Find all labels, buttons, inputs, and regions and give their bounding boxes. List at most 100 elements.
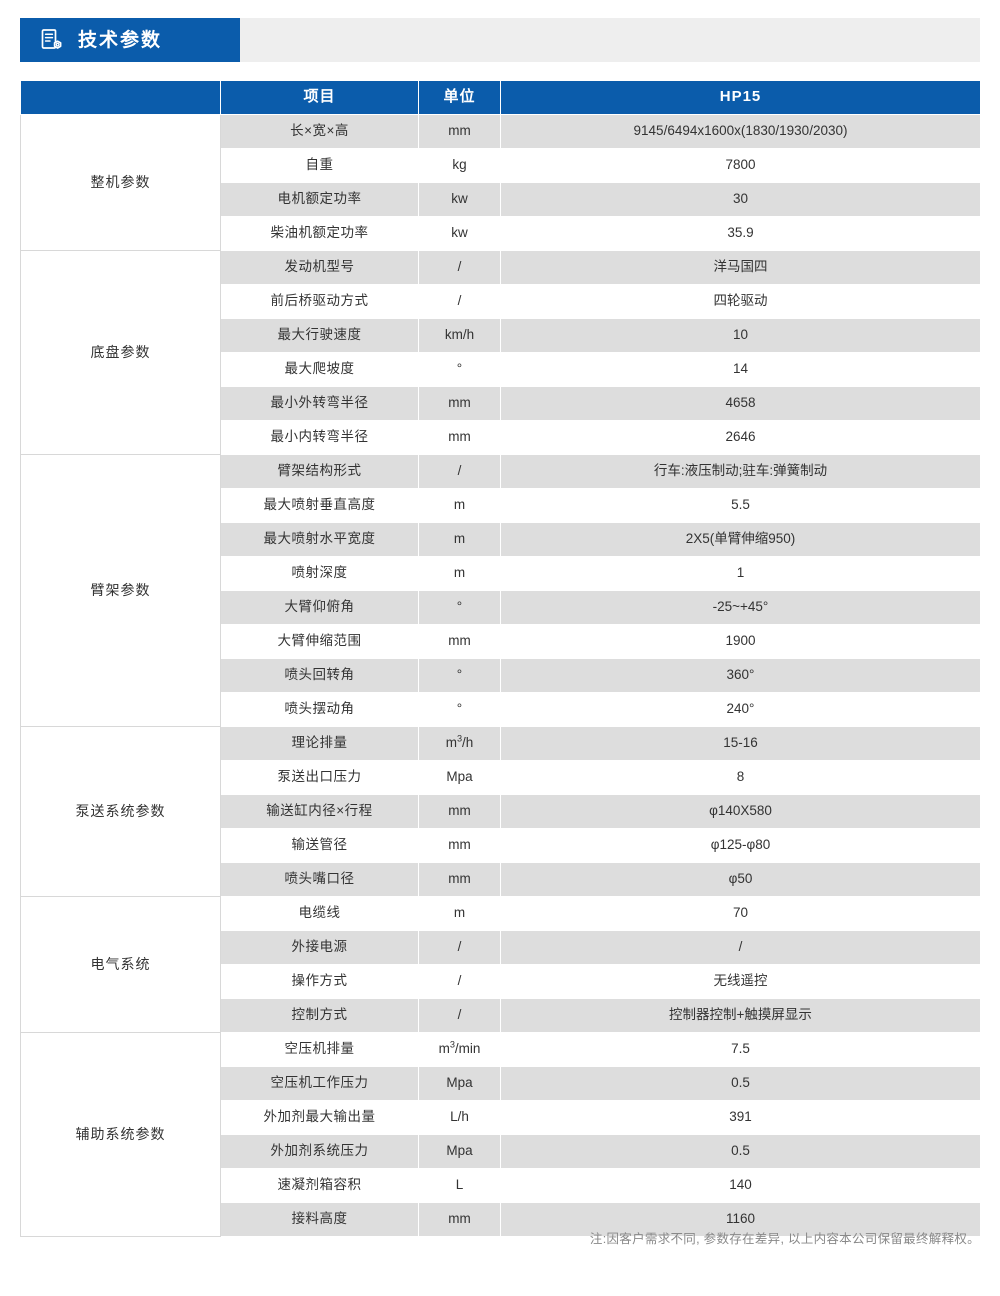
unit-label: Mpa [418, 760, 501, 795]
technical-parameters-table: 项目 单位 HP15 整机参数 长×宽×高 mm 9145/6494x1600x(18… [20, 80, 981, 1237]
table-row: 底盘参数 发动机型号 / 洋马国四 [20, 250, 981, 455]
item-label: 电缆线 [220, 896, 419, 931]
table-row: 大臂伸缩范围 mm 1900 [21, 624, 981, 659]
item-label: 泵送出口压力 [220, 760, 419, 795]
value-cell: 0.5 [500, 1134, 981, 1169]
unit-label: kw [418, 182, 501, 217]
table-row: 最大喷射水平宽度 m 2X5(单臂伸缩950) [21, 522, 981, 557]
title-badge: 技术参数 [20, 18, 240, 62]
group-label: 电气系统 [20, 896, 221, 1033]
value-cell: φ50 [500, 862, 981, 897]
item-label: 最小内转弯半径 [220, 420, 419, 455]
table-row: 电气系统 电缆线 m 70 [20, 896, 981, 1033]
item-label: 外加剂系统压力 [220, 1134, 419, 1169]
unit-label: / [418, 454, 501, 489]
table-row: 喷头回转角 ° 360° [21, 658, 981, 693]
table-row: 柴油机额定功率 kw 35.9 [21, 216, 981, 251]
unit-label: mm [418, 420, 501, 455]
table-row: 电机额定功率 kw 30 [21, 182, 981, 217]
item-label: 长×宽×高 [220, 114, 419, 149]
table-row: 大臂仰俯角 ° -25~+45° [21, 590, 981, 625]
table-row: 最小外转弯半径 mm 4658 [21, 386, 981, 421]
item-label: 最大爬坡度 [220, 352, 419, 387]
value-cell: 391 [500, 1100, 981, 1135]
page-title: 技术参数 [78, 29, 163, 51]
unit-label: / [418, 998, 501, 1033]
item-label: 前后桥驱动方式 [220, 284, 419, 319]
value-cell: 无线遥控 [500, 964, 981, 999]
table-row: 最大喷射垂直高度 m 5.5 [21, 488, 981, 523]
unit-label: ° [418, 352, 501, 387]
table-row: 空压机工作压力 Mpa 0.5 [21, 1066, 981, 1101]
unit-label: L [418, 1168, 501, 1203]
item-label: 最大喷射垂直高度 [220, 488, 419, 523]
unit-label: mm [418, 794, 501, 829]
column-header-model: HP15 [500, 80, 981, 115]
item-label: 最大行驶速度 [220, 318, 419, 353]
group-label: 辅助系统参数 [20, 1032, 221, 1237]
table-row: 外加剂最大输出量 L/h 391 [21, 1100, 981, 1135]
value-cell: -25~+45° [500, 590, 981, 625]
item-label: 操作方式 [220, 964, 419, 999]
value-cell: 14 [500, 352, 981, 387]
unit-label: ° [418, 692, 501, 727]
table-row: 泵送系统参数 理论排量 m3/h 15-16 [20, 726, 981, 897]
unit-label: L/h [418, 1100, 501, 1135]
value-cell: 70 [500, 896, 981, 931]
item-label: 接料高度 [220, 1202, 419, 1237]
item-label: 电机额定功率 [220, 182, 419, 217]
item-label: 臂架结构形式 [220, 454, 419, 489]
table-row: 喷头摆动角 ° 240° [21, 692, 981, 727]
item-label: 柴油机额定功率 [220, 216, 419, 251]
unit-label: Mpa [418, 1134, 501, 1169]
value-cell: φ140X580 [500, 794, 981, 829]
unit-label: kw [418, 216, 501, 251]
table-row: 速凝剂箱容积 L 140 [21, 1168, 981, 1203]
item-label: 理论排量 [220, 726, 419, 761]
table-body: 整机参数 长×宽×高 mm 9145/6494x1600x(1830/1930/203… [20, 114, 981, 1237]
unit-label: / [418, 250, 501, 285]
unit-label: mm [418, 828, 501, 863]
table-row: 控制方式 / 控制器控制+触摸屏显示 [21, 998, 981, 1033]
value-cell: 240° [500, 692, 981, 727]
value-cell: 7.5 [500, 1032, 981, 1067]
value-cell: 140 [500, 1168, 981, 1203]
value-cell: φ125-φ80 [500, 828, 981, 863]
unit-label: m [418, 522, 501, 557]
column-header-unit: 单位 [418, 80, 501, 115]
column-header-item: 项目 [220, 80, 419, 115]
value-cell: 4658 [500, 386, 981, 421]
value-cell: 0.5 [500, 1066, 981, 1101]
unit-label: mm [418, 862, 501, 897]
group-label: 底盘参数 [20, 250, 221, 455]
item-label: 喷头回转角 [220, 658, 419, 693]
table-row: 外加剂系统压力 Mpa 0.5 [21, 1134, 981, 1169]
document-settings-icon [41, 29, 62, 49]
value-cell: 10 [500, 318, 981, 353]
value-cell: 15-16 [500, 726, 981, 761]
table-row: 输送缸内径×行程 mm φ140X580 [21, 794, 981, 829]
table-row: 最小内转弯半径 mm 2646 [21, 420, 981, 455]
unit-label: m3/h [418, 726, 501, 761]
table-row: 操作方式 / 无线遥控 [21, 964, 981, 999]
unit-label: kg [418, 148, 501, 183]
value-cell: 2646 [500, 420, 981, 455]
value-cell: 控制器控制+触摸屏显示 [500, 998, 981, 1033]
value-cell: 行车:液压制动;驻车:弹簧制动 [500, 454, 981, 489]
unit-label: mm [418, 1202, 501, 1237]
table-row: 辅助系统参数 空压机排量 m3/min 7.5 [20, 1032, 981, 1237]
table-row: 接料高度 mm 1160 [21, 1202, 981, 1237]
group-label: 臂架参数 [20, 454, 221, 727]
value-cell: 30 [500, 182, 981, 217]
item-label: 自重 [220, 148, 419, 183]
item-label: 空压机工作压力 [220, 1066, 419, 1101]
item-label: 发动机型号 [220, 250, 419, 285]
value-cell: 洋马国四 [500, 250, 981, 285]
item-label: 喷头嘴口径 [220, 862, 419, 897]
value-cell: 1160 [500, 1202, 981, 1237]
value-cell: / [500, 930, 981, 965]
value-cell: 1900 [500, 624, 981, 659]
column-header-group [20, 80, 221, 115]
unit-label: Mpa [418, 1066, 501, 1101]
